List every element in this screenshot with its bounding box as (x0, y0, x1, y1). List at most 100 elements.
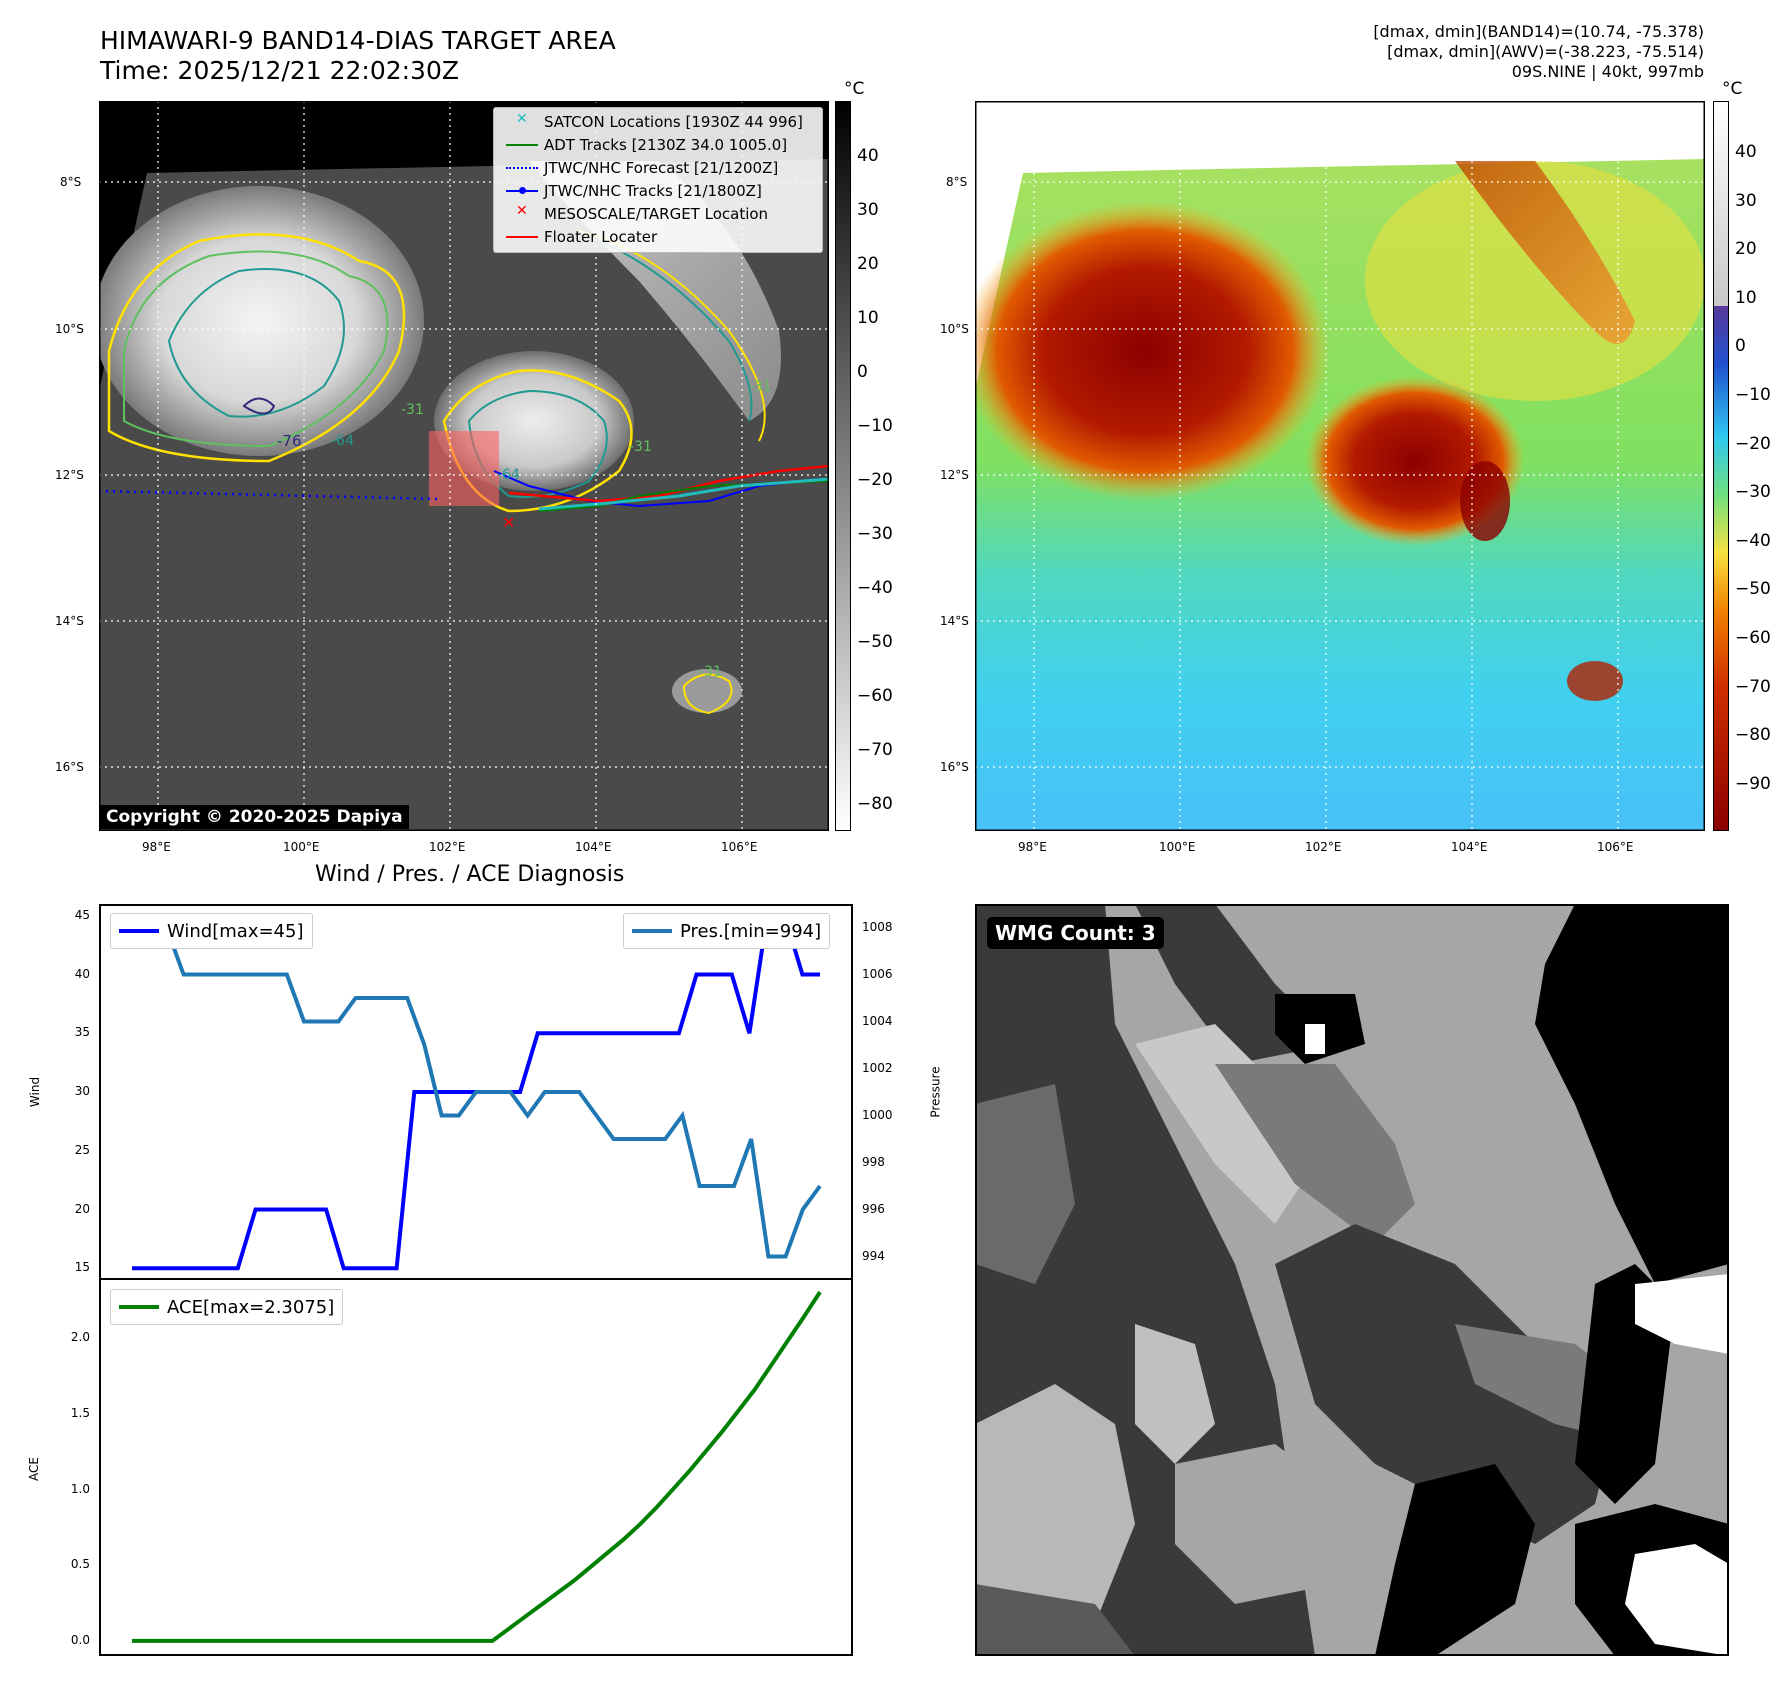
wmg-light-west-2 (1135, 1324, 1215, 1464)
lat-label-8s: 8°S (60, 175, 82, 189)
lon-label-100e: 100°E (283, 840, 320, 854)
colorbar-left-tick: −50 (857, 632, 893, 652)
wmg-mid-strip (1215, 1064, 1415, 1244)
colorbar-left-tick: 0 (857, 362, 868, 382)
pres-ylabel: Pressure (928, 1066, 943, 1118)
pres-legend-line-icon (632, 929, 672, 933)
colorbar-right-unit: °C (1722, 79, 1743, 99)
ace-legend-line-icon (119, 1305, 159, 1309)
colorbar-left-tick: −40 (857, 578, 893, 598)
r-lat-label-12s: 12°S (940, 468, 969, 482)
contour-label-5: -31 (629, 439, 652, 455)
lon-label-104e: 104°E (575, 840, 612, 854)
wmg-dark-center (1275, 1224, 1615, 1544)
colorbar-left (835, 101, 851, 831)
colorbar-left-tick: −60 (857, 686, 893, 706)
wmg-light-strip (1135, 1024, 1315, 1224)
wind-legend: Wind[max=45] (110, 913, 313, 949)
contour-label-7: -31 (699, 664, 722, 680)
r-lon-label-100e: 100°E (1159, 840, 1196, 854)
info-line-3: 09S.NINE | 40kt, 997mb (1511, 62, 1704, 81)
r-lat-label-14s: 14°S (940, 614, 969, 628)
colorbar-left-tick: 30 (857, 200, 879, 220)
info-line-1: [dmax, dmin](BAND14)=(10.74, -75.378) (1373, 22, 1704, 41)
line-icon (506, 144, 538, 146)
target-box (429, 431, 499, 506)
colorbar-right-tick: −90 (1735, 773, 1771, 794)
legend-adt: ADT Tracks [2130Z 34.0 1005.0] (502, 134, 787, 156)
awv-map (975, 101, 1705, 831)
target-marker-icon: ✕ (502, 513, 515, 532)
contour-label-1: -76 (277, 432, 302, 450)
contour-label-3: -64 (497, 467, 520, 483)
colorbar-right (1713, 101, 1729, 831)
x-marker-icon: ✕ (516, 203, 528, 219)
contour-navy-west (242, 397, 276, 415)
r-lat-label-16s: 16°S (940, 760, 969, 774)
colorbar-right-tick: −60 (1735, 628, 1771, 648)
colorbar-right-tick: 30 (1735, 190, 1757, 211)
wmg-black-ne (1535, 904, 1729, 1284)
satcon-track-line (538, 477, 829, 511)
awv-hot-east (1460, 461, 1510, 541)
wmg-mid-west (975, 1084, 1075, 1284)
copyright-badge: Copyright © 2020-2025 Dapiya (100, 805, 409, 829)
awv-gridlines (975, 101, 1705, 831)
title-line-2: Time: 2025/12/21 22:02:30Z (100, 56, 459, 85)
wind-tick-label: 25 (74, 1142, 90, 1157)
lon-label-102e: 102°E (429, 840, 466, 854)
lon-label-98e: 98°E (142, 840, 171, 854)
contour-label-6: -31 (749, 379, 772, 395)
legend-floater: Floater Locater (502, 226, 657, 248)
jtwc-forecast-line (99, 489, 440, 501)
info-line-2: [dmax, dmin](AWV)=(-38.223, -75.514) (1387, 42, 1704, 61)
legend-satcon: ✕ SATCON Locations [1930Z 44 996] (516, 111, 803, 131)
legend-mesoscale: ✕ MESOSCALE/TARGET Location (516, 203, 769, 223)
wmg-gray-ne (1475, 904, 1575, 984)
ace-legend: ACE[max=2.3075] (110, 1289, 344, 1325)
contour-label-2: -64 (331, 433, 354, 449)
colorbar-left-tick: 20 (857, 254, 879, 274)
colorbar-left-tick: −30 (857, 524, 893, 544)
colorbar-right-tick: −50 (1735, 579, 1771, 600)
lat-label-16s: 16°S (55, 760, 84, 774)
pressure-tick-label: 996 (862, 1201, 885, 1216)
colorbar-left-tick: −80 (857, 794, 893, 814)
contour-yellow-west (107, 233, 406, 463)
pressure-series-line (132, 925, 822, 1259)
legend-jtwc-tracks: JTWC/NHC Tracks [21/1800Z] (502, 180, 762, 202)
wmg-white-se (1625, 1544, 1729, 1656)
title-line-1: HIMAWARI-9 BAND14-DIAS TARGET AREA (100, 26, 616, 55)
wmg-white-east (1635, 1274, 1729, 1354)
colorbar-right-tick: −40 (1735, 530, 1771, 551)
lat-label-10s: 10°S (55, 322, 84, 336)
wmg-panel (975, 904, 1729, 1656)
pressure-tick-label: 1006 (862, 966, 893, 981)
pres-legend: Pres.[min=994] (623, 913, 831, 949)
ace-tick-label: 0.5 (70, 1557, 90, 1572)
contour-band-ne-2 (598, 240, 753, 422)
r-lon-label-106e: 106°E (1597, 840, 1634, 854)
contour-teal-central (467, 389, 608, 498)
ace-ylabel: ACE (26, 1457, 41, 1481)
r-lon-label-102e: 102°E (1305, 840, 1342, 854)
pressure-tick-label: 1002 (862, 1060, 893, 1075)
wmg-dark-sw (975, 1584, 1135, 1656)
wind-tick-label: 45 (74, 907, 90, 922)
ace-series-line (132, 1290, 822, 1643)
colorbar-right-tick: 40 (1735, 142, 1757, 162)
wind-tick-label: 15 (74, 1260, 90, 1275)
wind-ylabel: Wind (28, 1076, 43, 1108)
r-lat-label-8s: 8°S (946, 175, 968, 189)
pressure-tick-label: 1004 (862, 1013, 893, 1028)
contour-teal-west (167, 268, 345, 418)
colorbar-right-tick: 10 (1735, 287, 1757, 308)
pressure-tick-label: 998 (862, 1154, 885, 1169)
ace-tick-label: 0.0 (70, 1632, 90, 1647)
ace-tick-label: 1.0 (70, 1481, 90, 1496)
jtwc-track-line (493, 470, 820, 508)
line-icon (506, 236, 538, 238)
lat-label-14s: 14°S (55, 614, 84, 628)
wmg-black-se (1375, 1464, 1535, 1656)
colorbar-right-tick: 20 (1735, 239, 1757, 260)
